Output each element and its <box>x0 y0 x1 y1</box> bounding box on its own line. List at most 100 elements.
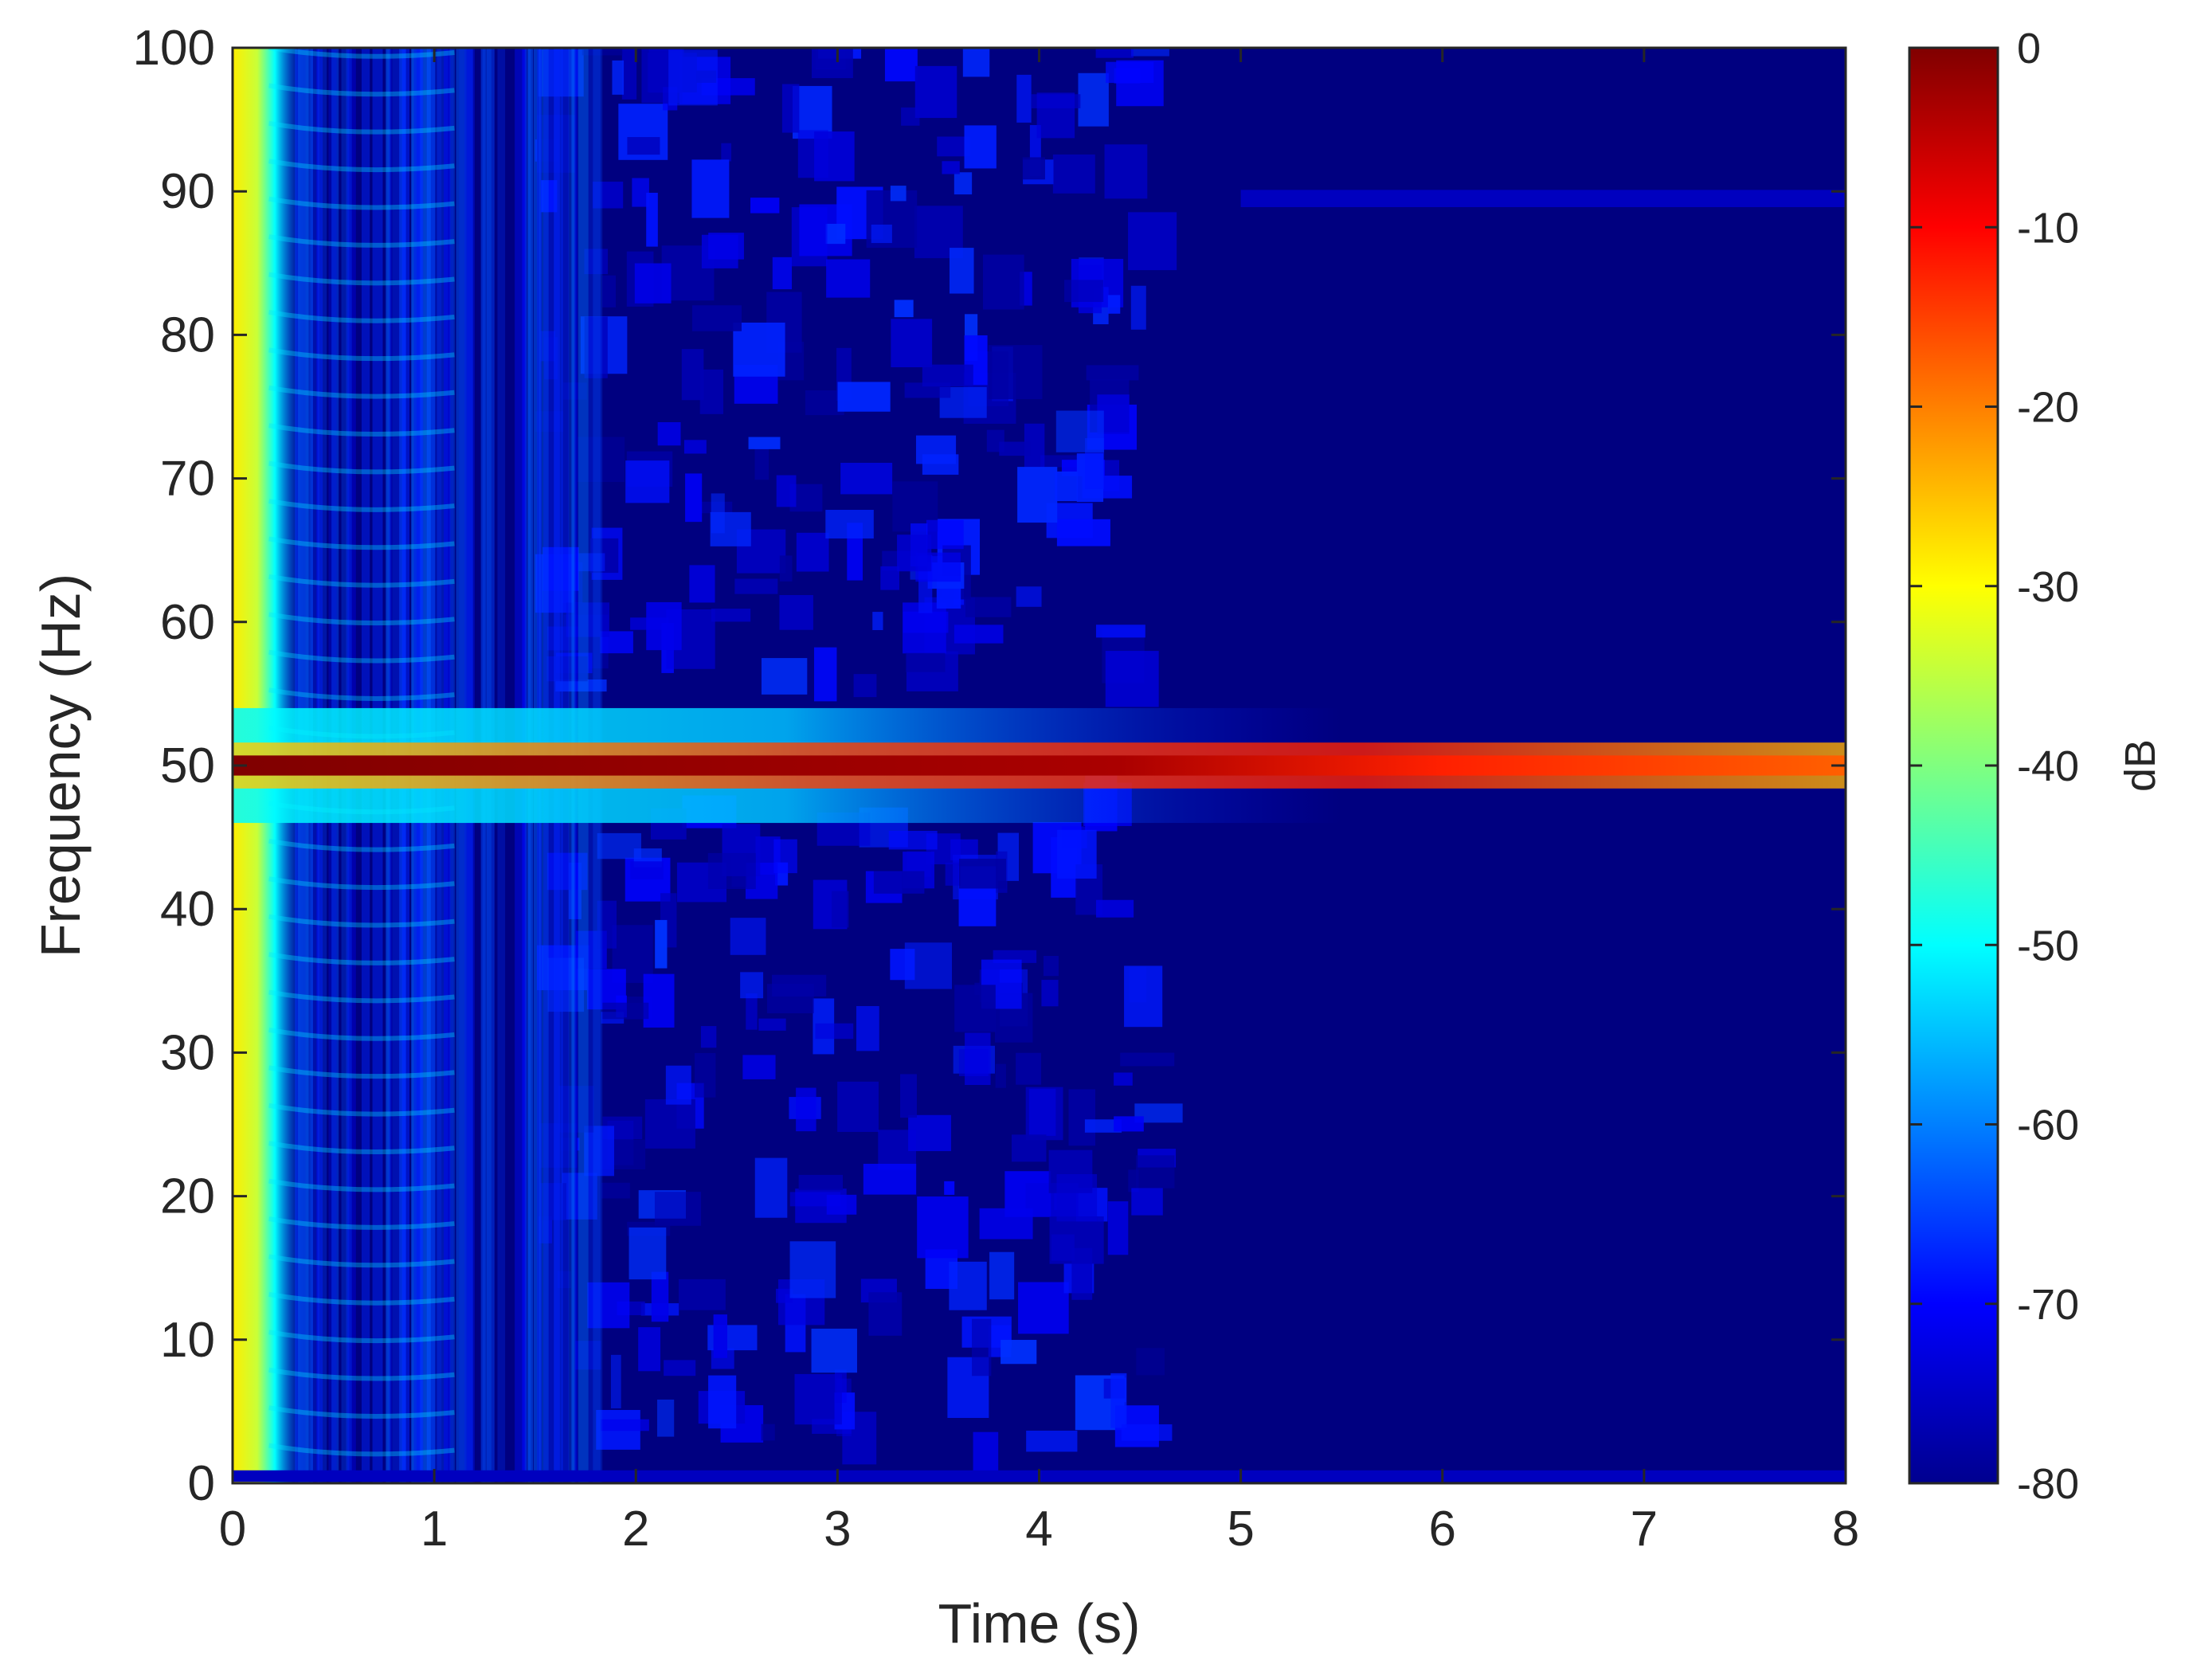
onset-ripple <box>268 83 455 97</box>
x-tick-label: 5 <box>1227 1502 1254 1557</box>
noise-patch <box>825 510 874 538</box>
onset-ripple <box>268 347 455 362</box>
noise-patch <box>1131 1188 1163 1216</box>
noise-patch <box>1018 1282 1069 1334</box>
onset-ripple <box>268 1443 455 1457</box>
y-tick-label: 10 <box>160 1313 215 1368</box>
noise-patch <box>999 441 1031 456</box>
noise-patch <box>811 1328 857 1373</box>
noise-patch <box>1110 1373 1127 1428</box>
noise-patch <box>837 382 891 412</box>
onset-ripple <box>268 574 455 588</box>
noise-patch <box>602 275 617 307</box>
noise-patch <box>1120 1052 1175 1067</box>
noise-patch <box>1025 1087 1063 1141</box>
tone-core <box>233 755 1846 776</box>
noise-patch <box>794 1373 842 1425</box>
noise-patch <box>597 900 617 949</box>
colorbar-ticks: 0 -10 -20 -30 -40 -50 -60 -70 -80 <box>1909 25 2079 1508</box>
noise-patch <box>837 1081 879 1132</box>
noise-patch <box>685 473 703 523</box>
onset-ripple <box>268 914 455 928</box>
noise-patch <box>1095 899 1134 918</box>
noise-patch <box>602 1002 649 1020</box>
noise-patch <box>657 421 681 446</box>
colorbar-tick-label: -10 <box>2017 204 2079 252</box>
noise-patch <box>888 831 938 850</box>
noise-patch <box>982 254 1024 310</box>
noise-patch <box>562 1173 597 1220</box>
noise-patch <box>577 437 625 483</box>
noise-patch <box>1041 980 1059 1007</box>
noise-patch <box>761 658 808 695</box>
x-tick-label: 7 <box>1631 1502 1658 1557</box>
noise-patch <box>1104 144 1148 199</box>
noise-patch <box>965 597 1012 617</box>
noise-patch <box>540 180 558 213</box>
colorbar-tick-label: -60 <box>2017 1102 2079 1149</box>
noise-patch <box>646 601 682 651</box>
noise-patch <box>872 612 883 631</box>
noise-patch <box>954 172 973 195</box>
noise-patch <box>1055 471 1078 502</box>
noise-patch <box>678 1279 726 1310</box>
onset-ripple <box>268 612 455 626</box>
noise-patch <box>695 1052 716 1098</box>
onset-ripple <box>268 838 455 852</box>
noise-patch <box>878 1130 917 1170</box>
colorbar-tick-label: -50 <box>2017 922 2079 969</box>
x-axis: 0 1 2 3 4 5 6 7 8 <box>219 48 1859 1557</box>
noise-patch <box>1136 1348 1165 1376</box>
noise-patch <box>1086 365 1139 381</box>
noise-patch <box>612 60 625 95</box>
noise-patch <box>995 1063 1006 1088</box>
onset-ripple <box>268 876 455 891</box>
onset-ripple <box>268 989 455 1004</box>
noise-patch <box>798 1174 844 1191</box>
y-axis-label: Frequency (Hz) <box>29 574 92 957</box>
noise-patch <box>1128 1169 1139 1192</box>
noise-patch <box>922 364 973 387</box>
noise-patch <box>1057 829 1097 879</box>
noise-patch <box>748 437 781 449</box>
colorbar-tick-label: -20 <box>2017 384 2079 432</box>
x-tick-label: 2 <box>622 1502 649 1557</box>
noise-patch <box>1136 1155 1175 1189</box>
colorbar-label: dB <box>2117 739 2164 792</box>
x-tick-label: 0 <box>219 1502 246 1557</box>
noise-patch <box>825 223 846 245</box>
noise-patch <box>900 1074 917 1118</box>
noise-patch <box>643 973 675 1028</box>
noise-patch <box>638 1327 661 1372</box>
noise-patch <box>575 1341 601 1370</box>
noise-patch <box>1056 519 1110 546</box>
onset-ripple <box>268 1178 455 1192</box>
noise-patch <box>1121 1424 1173 1441</box>
x-tick-label: 1 <box>421 1502 448 1557</box>
noise-patch <box>691 159 730 218</box>
noise-patch <box>746 993 758 1030</box>
noise-patch <box>683 440 707 454</box>
noise-patch <box>1056 1173 1098 1222</box>
noise-patch <box>926 519 964 550</box>
noise-patch <box>949 248 974 294</box>
noise-patch <box>592 182 624 209</box>
noise-patch <box>776 475 797 507</box>
noise-patch <box>734 578 778 594</box>
noise-patch <box>897 535 932 572</box>
noise-patch <box>668 49 718 106</box>
onset-ripple <box>268 1141 455 1154</box>
colorbar-tick-label: -70 <box>2017 1281 2079 1329</box>
noise-patch <box>558 1086 594 1133</box>
noise-patch <box>949 1261 987 1310</box>
noise-patch <box>1128 212 1177 271</box>
noise-patch <box>646 193 658 247</box>
noise-patch <box>656 1399 675 1437</box>
noise-patch <box>884 48 918 82</box>
noise-patch <box>621 48 637 100</box>
noise-patch <box>868 1292 903 1336</box>
y-tick-label: 50 <box>160 738 215 793</box>
noise-patch <box>584 316 608 378</box>
noise-patch <box>954 985 996 1032</box>
noise-patch <box>1043 955 1059 977</box>
